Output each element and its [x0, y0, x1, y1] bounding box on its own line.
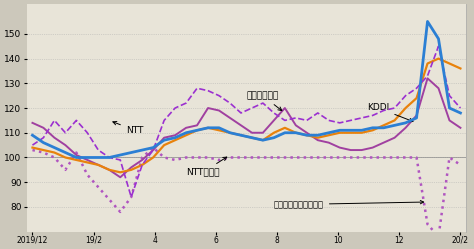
Text: NTT: NTT: [113, 122, 143, 135]
Text: KDDI: KDDI: [367, 104, 413, 122]
Text: ソフトバンクグループ: ソフトバンクグループ: [274, 200, 424, 209]
Text: ソフトバンク: ソフトバンク: [246, 91, 282, 111]
Text: NTTドコモ: NTTドコモ: [186, 157, 227, 177]
